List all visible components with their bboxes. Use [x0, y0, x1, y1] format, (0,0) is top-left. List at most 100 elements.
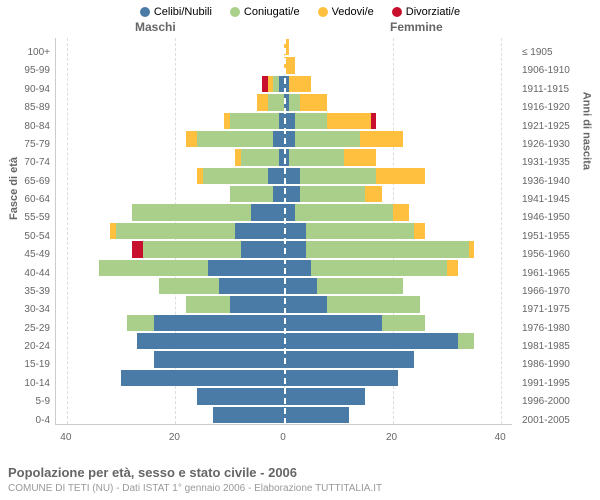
male-bar [230, 186, 284, 202]
bar-segment [382, 315, 425, 331]
birth-year-label: 1991-1995 [522, 375, 600, 392]
bar-segment [289, 94, 300, 110]
birth-year-label: 1956-1960 [522, 246, 600, 263]
bar-segment [306, 223, 415, 239]
birth-year-label: 1976-1980 [522, 320, 600, 337]
male-bar [154, 351, 284, 367]
male-bar [213, 407, 284, 423]
age-group-label: 70-74 [0, 154, 50, 171]
x-tick-label: 40 [495, 432, 506, 443]
bar-segment [257, 94, 268, 110]
bar-segment [295, 204, 393, 220]
bar-segment [132, 204, 251, 220]
bar-segment [213, 407, 284, 423]
female-bar [284, 223, 425, 239]
female-bar [284, 370, 398, 386]
age-group-label: 20-24 [0, 338, 50, 355]
plot-area [55, 38, 512, 425]
age-group-label: 95-99 [0, 62, 50, 79]
x-tick-label: 0 [280, 432, 286, 443]
birth-year-label: 1926-1930 [522, 136, 600, 153]
bar-segment [137, 333, 284, 349]
male-bar [159, 278, 284, 294]
bar-segment [317, 278, 404, 294]
female-bar [284, 186, 382, 202]
population-pyramid-chart: Celibi/Nubili Coniugati/e Vedovi/e Divorzia… [0, 0, 600, 500]
age-group-label: 0-4 [0, 412, 50, 429]
female-bar [284, 351, 414, 367]
legend-item: Vedovi/e [318, 6, 374, 18]
bar-segment [360, 131, 403, 147]
bar-segment [289, 76, 311, 92]
birth-year-label: 1946-1950 [522, 209, 600, 226]
bar-segment [154, 351, 284, 367]
female-bar [284, 260, 458, 276]
bar-segment [393, 204, 409, 220]
male-bar [121, 370, 284, 386]
birth-year-label: 1911-1915 [522, 81, 600, 98]
legend-label: Vedovi/e [332, 6, 374, 18]
legend-swatch [392, 7, 402, 17]
legend-label: Coniugati/e [244, 6, 300, 18]
male-bar [224, 113, 284, 129]
age-group-label: 40-44 [0, 265, 50, 282]
birth-year-label: 1971-1975 [522, 301, 600, 318]
age-group-label: 25-29 [0, 320, 50, 337]
bar-segment [284, 278, 317, 294]
male-bar [257, 94, 284, 110]
female-bar [284, 204, 409, 220]
bar-segment [344, 149, 377, 165]
bar-segment [365, 186, 381, 202]
female-bar [284, 315, 425, 331]
bar-segment [268, 94, 284, 110]
female-bar [284, 388, 365, 404]
x-tick-label: 40 [60, 432, 71, 443]
x-tick-label: 20 [169, 432, 180, 443]
bar-segment [241, 149, 279, 165]
male-bar [186, 131, 284, 147]
legend-item: Divorziati/e [392, 6, 460, 18]
age-group-label: 5-9 [0, 393, 50, 410]
bar-segment [235, 223, 284, 239]
bar-segment [203, 168, 268, 184]
female-bar [284, 131, 403, 147]
bar-segment [230, 186, 273, 202]
bar-segment [295, 113, 328, 129]
male-bar [235, 149, 284, 165]
bar-segment [284, 186, 300, 202]
age-group-label: 85-89 [0, 99, 50, 116]
legend-item: Celibi/Nubili [140, 6, 212, 18]
age-group-label: 75-79 [0, 136, 50, 153]
bar-segment [284, 388, 365, 404]
bar-segment [458, 333, 474, 349]
male-bar [127, 315, 284, 331]
bar-segment [154, 315, 284, 331]
birth-year-label: 2001-2005 [522, 412, 600, 429]
x-tick-label: 20 [386, 432, 397, 443]
birth-year-label: 1906-1910 [522, 62, 600, 79]
bar-segment [284, 296, 327, 312]
male-bar [132, 204, 284, 220]
female-bar [284, 113, 376, 129]
age-group-label: 55-59 [0, 209, 50, 226]
bar-segment [300, 94, 327, 110]
legend-item: Coniugati/e [230, 6, 300, 18]
bar-segment [230, 296, 284, 312]
bar-segment [273, 186, 284, 202]
age-group-label: 80-84 [0, 118, 50, 135]
bar-segment [208, 260, 284, 276]
female-bar [284, 241, 474, 257]
female-bar [284, 149, 376, 165]
birth-year-label: 1916-1920 [522, 99, 600, 116]
age-group-label: 45-49 [0, 246, 50, 263]
bar-segment [414, 223, 425, 239]
legend-label: Celibi/Nubili [154, 6, 212, 18]
male-bar [132, 241, 284, 257]
legend-swatch [230, 7, 240, 17]
legend-swatch [140, 7, 150, 17]
birth-year-label: 1981-1985 [522, 338, 600, 355]
birth-year-label: 1951-1955 [522, 228, 600, 245]
bar-segment [306, 241, 469, 257]
bar-segment [295, 131, 360, 147]
female-bar [284, 94, 327, 110]
